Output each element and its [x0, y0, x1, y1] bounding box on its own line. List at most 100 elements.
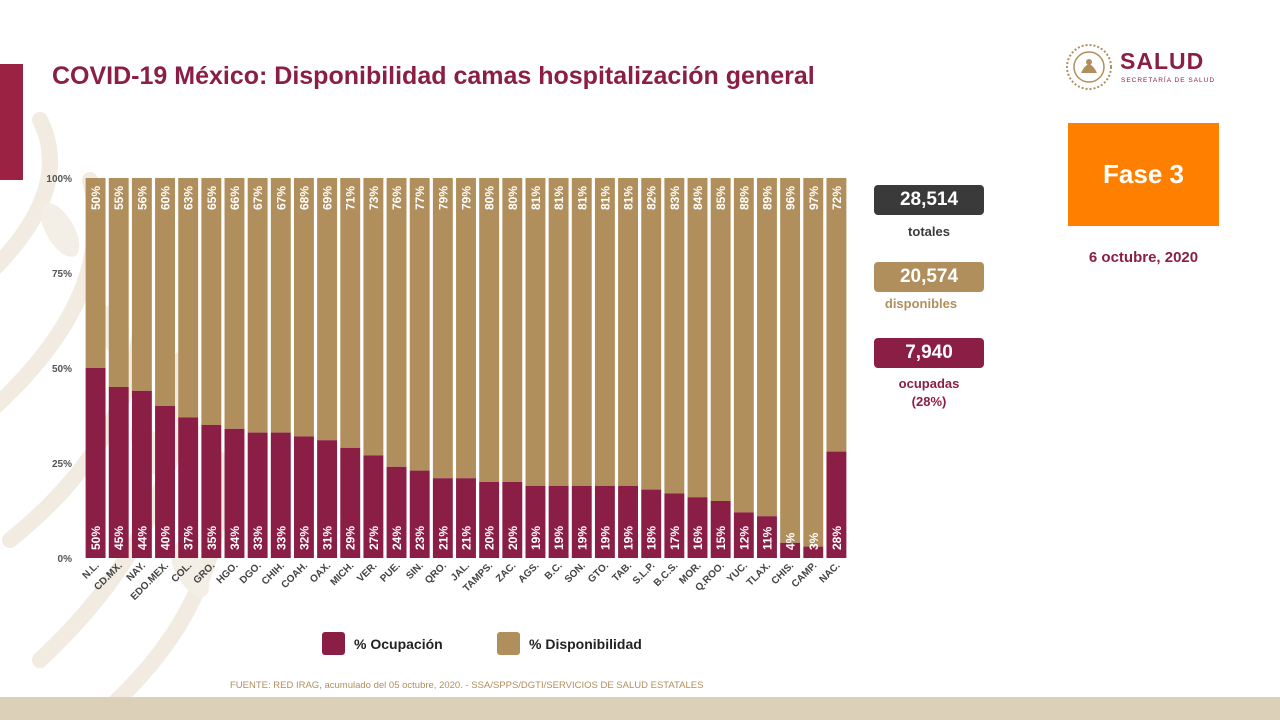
bar-occupied	[224, 428, 245, 558]
x-tick-label: GTO.	[586, 560, 611, 585]
data-label-available: 79%	[436, 186, 450, 210]
x-tick-label: MICH.	[329, 560, 357, 588]
bar-available	[525, 178, 546, 486]
data-label-available: 50%	[89, 186, 103, 210]
x-tick-label: AGS.	[517, 560, 542, 585]
occupied-beds-label: ocupadas (28%)	[854, 375, 1004, 411]
bar-occupied	[803, 546, 824, 558]
data-label-occupied: 35%	[205, 526, 219, 550]
data-label-occupied: 12%	[737, 526, 751, 550]
data-label-available: 65%	[205, 186, 219, 210]
available-beds-value: 20,574	[874, 262, 984, 292]
data-label-occupied: 33%	[274, 526, 288, 550]
data-label-available: 79%	[460, 186, 474, 210]
bar-occupied	[293, 436, 314, 558]
bar-available	[270, 178, 291, 433]
bar-occupied	[641, 489, 662, 558]
data-label-available: 81%	[622, 186, 636, 210]
bar-occupied	[363, 455, 384, 558]
y-tick-label: 50%	[52, 364, 72, 375]
x-tick-label: QRO.	[423, 560, 449, 586]
bar-occupied	[155, 406, 175, 558]
bar-available	[224, 178, 245, 429]
bar-available	[733, 178, 754, 513]
data-label-available: 67%	[251, 186, 265, 210]
bar-occupied	[733, 512, 754, 558]
data-label-occupied: 40%	[159, 526, 173, 550]
bar-available	[386, 178, 407, 467]
bar-available	[409, 178, 430, 471]
bar-available	[155, 178, 175, 406]
data-label-occupied: 3%	[807, 532, 821, 550]
data-label-available: 84%	[691, 186, 705, 210]
bar-occupied	[548, 485, 569, 558]
data-label-occupied: 18%	[645, 526, 659, 550]
data-label-available: 71%	[344, 186, 358, 210]
data-label-available: 72%	[830, 186, 844, 210]
legend-label-available: % Disponibilidad	[529, 636, 642, 652]
bar-available	[502, 178, 523, 482]
data-label-available: 96%	[784, 186, 798, 210]
logo-wordmark: SALUD	[1120, 48, 1205, 74]
bar-available	[757, 178, 777, 517]
data-label-occupied: 21%	[436, 526, 450, 550]
data-label-available: 63%	[182, 186, 196, 210]
x-tick-label: VER.	[355, 560, 379, 584]
bar-occupied	[525, 485, 546, 558]
data-label-occupied: 19%	[552, 526, 566, 550]
bar-occupied	[409, 470, 430, 558]
bar-occupied	[664, 493, 685, 558]
data-label-available: 83%	[668, 186, 682, 210]
bar-occupied	[710, 501, 731, 558]
bar-occupied	[757, 516, 777, 558]
x-tick-label: DGO.	[238, 560, 264, 586]
national-seal-icon	[1066, 44, 1112, 90]
bar-available	[548, 178, 569, 486]
bar-occupied	[108, 387, 129, 558]
data-label-occupied: 29%	[344, 526, 358, 550]
data-label-available: 85%	[714, 186, 728, 210]
bar-available	[293, 178, 314, 437]
bar-occupied	[317, 440, 338, 558]
data-label-occupied: 20%	[506, 526, 520, 550]
bar-occupied	[594, 485, 615, 558]
salud-logo: SALUD SECRETARÍA DE SALUD	[1064, 42, 1224, 94]
phase-badge: Fase 3	[1068, 123, 1219, 226]
data-label-occupied: 37%	[182, 526, 196, 550]
bar-occupied	[571, 485, 592, 558]
data-label-available: 80%	[506, 186, 520, 210]
data-label-available: 69%	[321, 186, 335, 210]
bar-occupied	[502, 482, 523, 558]
data-label-available: 80%	[483, 186, 497, 210]
x-tick-label: NAC.	[817, 560, 842, 585]
data-label-available: 77%	[413, 186, 427, 210]
x-tick-label: GRO.	[192, 560, 218, 586]
data-label-available: 66%	[228, 186, 242, 210]
bar-available	[594, 178, 615, 486]
data-label-available: 68%	[297, 186, 311, 210]
legend-swatch-available	[497, 632, 520, 655]
data-label-occupied: 19%	[529, 526, 543, 550]
data-label-available: 89%	[760, 186, 774, 210]
legend-swatch-occupied	[322, 632, 345, 655]
source-note: FUENTE: RED IRAG, acumulado del 05 octub…	[230, 680, 704, 691]
bar-occupied	[826, 451, 847, 558]
bar-occupied	[687, 497, 708, 558]
x-tick-label: HGO.	[215, 560, 241, 586]
total-beds-label: totales	[908, 224, 950, 239]
bar-occupied	[432, 478, 453, 558]
bar-occupied	[270, 432, 291, 558]
occupied-beds-percent: (28%)	[911, 394, 947, 409]
x-tick-label: CAMP.	[790, 560, 820, 590]
data-label-occupied: 50%	[89, 526, 103, 550]
bar-occupied	[178, 417, 199, 558]
data-label-occupied: 32%	[297, 526, 311, 550]
bar-available	[571, 178, 592, 486]
x-tick-label: SON.	[563, 560, 588, 585]
data-label-available: 82%	[645, 186, 659, 210]
data-label-occupied: 24%	[390, 526, 404, 550]
bar-occupied	[340, 447, 361, 558]
data-label-occupied: 20%	[483, 526, 497, 550]
data-label-occupied: 27%	[367, 526, 381, 550]
bar-available	[618, 178, 639, 486]
